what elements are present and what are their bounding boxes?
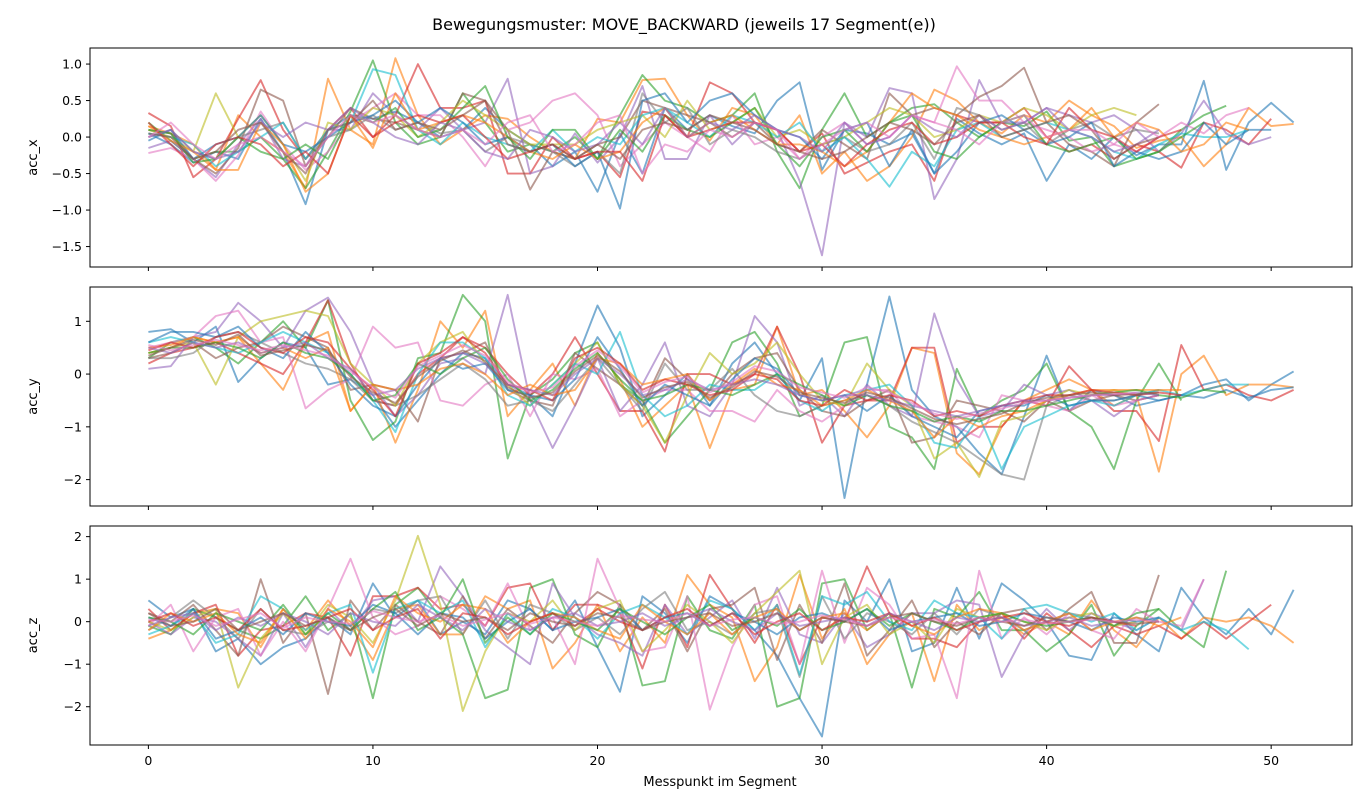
y-tick-label: −0.5	[52, 166, 82, 181]
x-tick-label: 20	[590, 753, 606, 768]
chart-title: Bewegungsmuster: MOVE_BACKWARD (jeweils …	[432, 15, 936, 35]
axes-frame	[89, 525, 1353, 746]
y-tick-label: −1.0	[52, 203, 82, 218]
series-lines	[147, 534, 1295, 738]
y-tick-label: −2	[64, 699, 82, 714]
series-line	[148, 65, 1249, 182]
y-tick-label: 2	[74, 529, 82, 544]
y-tick-label: 0.0	[62, 130, 82, 145]
subplot-acc_y: 1 0 −1 −2 acc_y	[26, 286, 1353, 510]
series-line	[147, 114, 1160, 175]
y-tick-label: 1	[74, 572, 82, 587]
x-tick-label: 40	[1039, 753, 1055, 768]
series-lines	[147, 57, 1295, 257]
series-line	[147, 92, 1272, 210]
series-lines	[147, 293, 1295, 500]
y-tick-label: 0	[74, 614, 82, 629]
series-line	[148, 57, 1294, 190]
y-tick-label: 0	[74, 367, 82, 382]
x-tick-label: 50	[1263, 753, 1279, 768]
series-line	[148, 293, 1160, 449]
y-tick-label: −1.5	[52, 239, 82, 254]
y-tick-label: −1	[64, 419, 82, 434]
series-line	[148, 578, 1160, 644]
series-line	[148, 338, 1137, 420]
x-tick-label: 0	[144, 753, 152, 768]
y-tick-label: 1	[74, 314, 82, 329]
series-line	[148, 610, 1159, 630]
subplot-panels: 1.00.50.0−0.5−1.0−1.5acc_x10−1−2acc_y210…	[26, 47, 1353, 768]
axes-frame	[89, 286, 1353, 507]
y-axis-label: acc_y	[26, 378, 41, 415]
series-line	[148, 333, 1159, 426]
series-line	[147, 565, 1272, 670]
subplot-acc_x: 1.0 0.5 0.0 −0.5 −1.0 −1.5 acc_x	[26, 47, 1353, 271]
x-tick-label: 30	[814, 753, 830, 768]
y-axis-label: acc_x	[26, 139, 41, 176]
y-axis-label: acc_z	[26, 618, 41, 654]
y-tick-label: −2	[64, 472, 82, 487]
x-tick-label: 10	[365, 753, 381, 768]
y-tick-label: −1	[64, 657, 82, 672]
y-tick-label: 0.5	[62, 93, 82, 108]
axes-frame	[89, 47, 1353, 268]
x-axis-label: Messpunkt im Segment	[643, 775, 796, 790]
y-tick-label: 1.0	[62, 57, 82, 72]
